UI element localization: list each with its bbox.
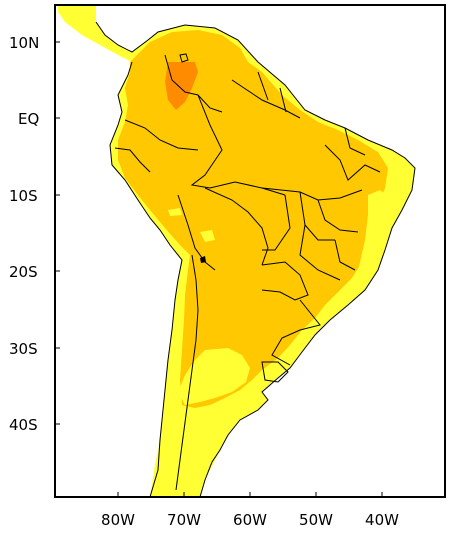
lon-label-80w: 80W <box>101 511 135 529</box>
patch-yellow-southwest <box>178 348 250 405</box>
border-colombia-peru <box>124 119 199 151</box>
lon-tick-marks <box>117 492 383 497</box>
border-colombia-venezuela <box>164 54 223 113</box>
border-bolivia-brazil <box>204 187 269 266</box>
patch-orange-hotspot <box>165 62 198 110</box>
lon-label-40w: 40W <box>365 511 399 529</box>
lon-label-50w: 50W <box>299 511 333 529</box>
border-paraguay <box>261 261 309 301</box>
continent-gold-region <box>118 30 388 408</box>
border-guianas <box>231 71 301 119</box>
lake-maracaibo <box>179 53 189 63</box>
border-peru-bolivia <box>177 194 216 271</box>
lon-label-70w: 70W <box>167 511 201 529</box>
patch-yellow-central <box>200 230 215 242</box>
lat-label-20s: 20S <box>9 263 38 281</box>
lat-label-10n: 10N <box>9 34 39 52</box>
lat-label-10s: 10S <box>9 187 38 205</box>
lat-label-eq: EQ <box>18 110 39 128</box>
patch-yellow-south-tip <box>150 430 225 497</box>
patch-yellow-east-coast <box>355 190 392 285</box>
patch-yellow-peru <box>168 208 182 216</box>
lat-label-30s: 30S <box>9 340 38 358</box>
coastline <box>95 21 416 498</box>
lake-titicaca <box>200 256 206 263</box>
border-brazil-west <box>190 94 286 196</box>
country-borders <box>95 21 416 498</box>
lat-label-40s: 40S <box>9 416 38 434</box>
border-argentina-brazil-uruguay <box>271 299 321 366</box>
uruguay-outline <box>261 361 289 383</box>
border-ecuador-peru <box>114 147 151 173</box>
border-brazil-states <box>261 127 381 281</box>
lon-label-60w: 60W <box>233 511 267 529</box>
border-chile-argentina <box>175 254 199 491</box>
lat-tick-marks <box>55 41 60 425</box>
